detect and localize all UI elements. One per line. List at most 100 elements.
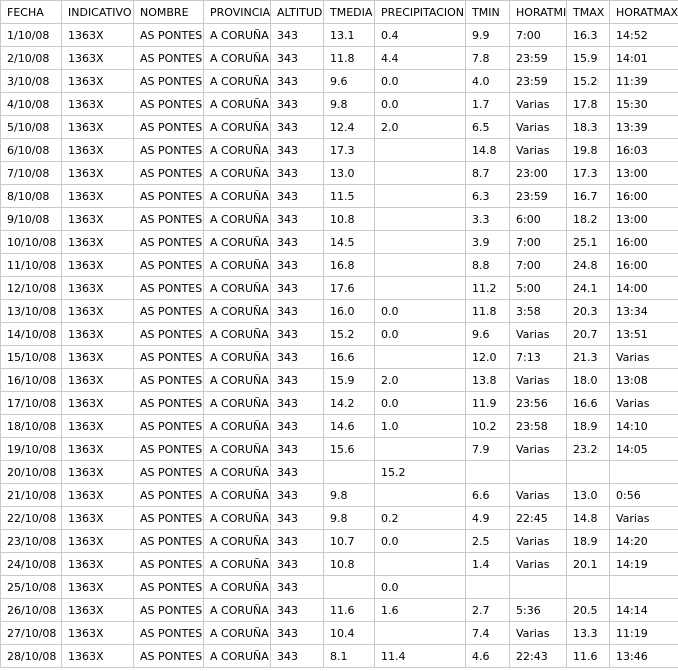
cell-horatmin: Varias: [509, 138, 567, 162]
cell-altitud: 343: [270, 184, 324, 208]
cell-horatmin: [509, 575, 567, 599]
cell-indicativo: 1363X: [61, 414, 134, 438]
cell-provincia: A CORUÑA: [203, 621, 271, 645]
cell-fecha: 2/10/08: [0, 46, 62, 70]
cell-altitud: 343: [270, 621, 324, 645]
cell-tmedia: 14.5: [323, 230, 375, 254]
cell-altitud: 343: [270, 483, 324, 507]
cell-tmin: 6.3: [465, 184, 510, 208]
cell-tmax: 20.7: [566, 322, 610, 346]
table-row: 27/10/08 1363X AS PONTES A CORUÑA 343 10.4 7.4…: [0, 621, 678, 645]
cell-tmax: 18.2: [566, 207, 610, 231]
cell-horatmax: 11:39: [609, 69, 678, 93]
cell-nombre: AS PONTES: [133, 598, 204, 622]
table-row: 1/10/08 1363X AS PONTES A CORUÑA 343 13.1 0.4 9…: [0, 23, 678, 47]
cell-fecha: 18/10/08: [0, 414, 62, 438]
cell-horatmax: 13:00: [609, 207, 678, 231]
cell-altitud: 343: [270, 115, 324, 139]
cell-horatmax: 14:52: [609, 23, 678, 47]
cell-nombre: AS PONTES: [133, 621, 204, 645]
cell-precipitacion: 2.0: [374, 115, 466, 139]
cell-nombre: AS PONTES: [133, 644, 204, 668]
cell-horatmin: Varias: [509, 621, 567, 645]
cell-tmax: 13.0: [566, 483, 610, 507]
cell-nombre: AS PONTES: [133, 46, 204, 70]
cell-horatmin: 22:43: [509, 644, 567, 668]
cell-nombre: AS PONTES: [133, 437, 204, 461]
cell-altitud: 343: [270, 138, 324, 162]
cell-precipitacion: 0.0: [374, 575, 466, 599]
cell-horatmax: 16:00: [609, 230, 678, 254]
table-row: 5/10/08 1363X AS PONTES A CORUÑA 343 12.4 2.0 6…: [0, 115, 678, 139]
cell-horatmax: 16:03: [609, 138, 678, 162]
cell-tmedia: 11.6: [323, 598, 375, 622]
table-row: 26/10/08 1363X AS PONTES A CORUÑA 343 11.6 1.6…: [0, 598, 678, 622]
cell-nombre: AS PONTES: [133, 253, 204, 277]
cell-tmax: 15.2: [566, 69, 610, 93]
cell-precipitacion: [374, 276, 466, 300]
cell-altitud: 343: [270, 345, 324, 369]
cell-horatmax: 14:19: [609, 552, 678, 576]
cell-tmax: 11.6: [566, 644, 610, 668]
cell-horatmin: Varias: [509, 437, 567, 461]
cell-horatmin: 7:00: [509, 230, 567, 254]
cell-tmedia: 16.0: [323, 299, 375, 323]
cell-indicativo: 1363X: [61, 460, 134, 484]
cell-precipitacion: 0.0: [374, 69, 466, 93]
cell-fecha: 16/10/08: [0, 368, 62, 392]
cell-horatmax: [609, 575, 678, 599]
cell-fecha: 15/10/08: [0, 345, 62, 369]
cell-precipitacion: [374, 138, 466, 162]
cell-nombre: AS PONTES: [133, 299, 204, 323]
column-header-indicativo: INDICATIVO: [61, 0, 134, 24]
cell-altitud: 343: [270, 322, 324, 346]
cell-tmax: [566, 575, 610, 599]
cell-altitud: 343: [270, 391, 324, 415]
cell-nombre: AS PONTES: [133, 414, 204, 438]
cell-nombre: AS PONTES: [133, 69, 204, 93]
cell-fecha: 17/10/08: [0, 391, 62, 415]
cell-horatmax: Varias: [609, 345, 678, 369]
table-row: 14/10/08 1363X AS PONTES A CORUÑA 343 15.2 0.0…: [0, 322, 678, 346]
cell-horatmin: Varias: [509, 552, 567, 576]
cell-horatmin: 3:58: [509, 299, 567, 323]
cell-horatmin: Varias: [509, 483, 567, 507]
cell-nombre: AS PONTES: [133, 276, 204, 300]
cell-precipitacion: [374, 230, 466, 254]
column-header-precipitacion: PRECIPITACION: [374, 0, 466, 24]
cell-provincia: A CORUÑA: [203, 552, 271, 576]
cell-tmax: 17.8: [566, 92, 610, 116]
cell-precipitacion: 4.4: [374, 46, 466, 70]
cell-tmedia: 9.8: [323, 506, 375, 530]
cell-horatmin: Varias: [509, 368, 567, 392]
cell-provincia: A CORUÑA: [203, 414, 271, 438]
cell-tmax: 18.3: [566, 115, 610, 139]
cell-tmin: 4.0: [465, 69, 510, 93]
cell-tmin: 3.3: [465, 207, 510, 231]
cell-horatmin: 7:13: [509, 345, 567, 369]
cell-fecha: 4/10/08: [0, 92, 62, 116]
cell-horatmax: 14:10: [609, 414, 678, 438]
cell-horatmax: 15:30: [609, 92, 678, 116]
cell-indicativo: 1363X: [61, 437, 134, 461]
cell-tmin: 4.9: [465, 506, 510, 530]
cell-precipitacion: 0.0: [374, 391, 466, 415]
table-row: 8/10/08 1363X AS PONTES A CORUÑA 343 11.5 6.3 2…: [0, 184, 678, 208]
cell-precipitacion: 0.0: [374, 529, 466, 553]
cell-tmedia: 14.2: [323, 391, 375, 415]
cell-indicativo: 1363X: [61, 69, 134, 93]
cell-precipitacion: 15.2: [374, 460, 466, 484]
cell-fecha: 6/10/08: [0, 138, 62, 162]
cell-tmin: 2.7: [465, 598, 510, 622]
cell-fecha: 13/10/08: [0, 299, 62, 323]
cell-tmax: 18.9: [566, 414, 610, 438]
cell-horatmin: 23:58: [509, 414, 567, 438]
cell-provincia: A CORUÑA: [203, 23, 271, 47]
cell-tmin: 7.9: [465, 437, 510, 461]
cell-horatmax: 14:20: [609, 529, 678, 553]
cell-tmin: 6.6: [465, 483, 510, 507]
cell-tmin: 13.8: [465, 368, 510, 392]
column-header-nombre: NOMBRE: [133, 0, 204, 24]
cell-tmedia: 13.1: [323, 23, 375, 47]
